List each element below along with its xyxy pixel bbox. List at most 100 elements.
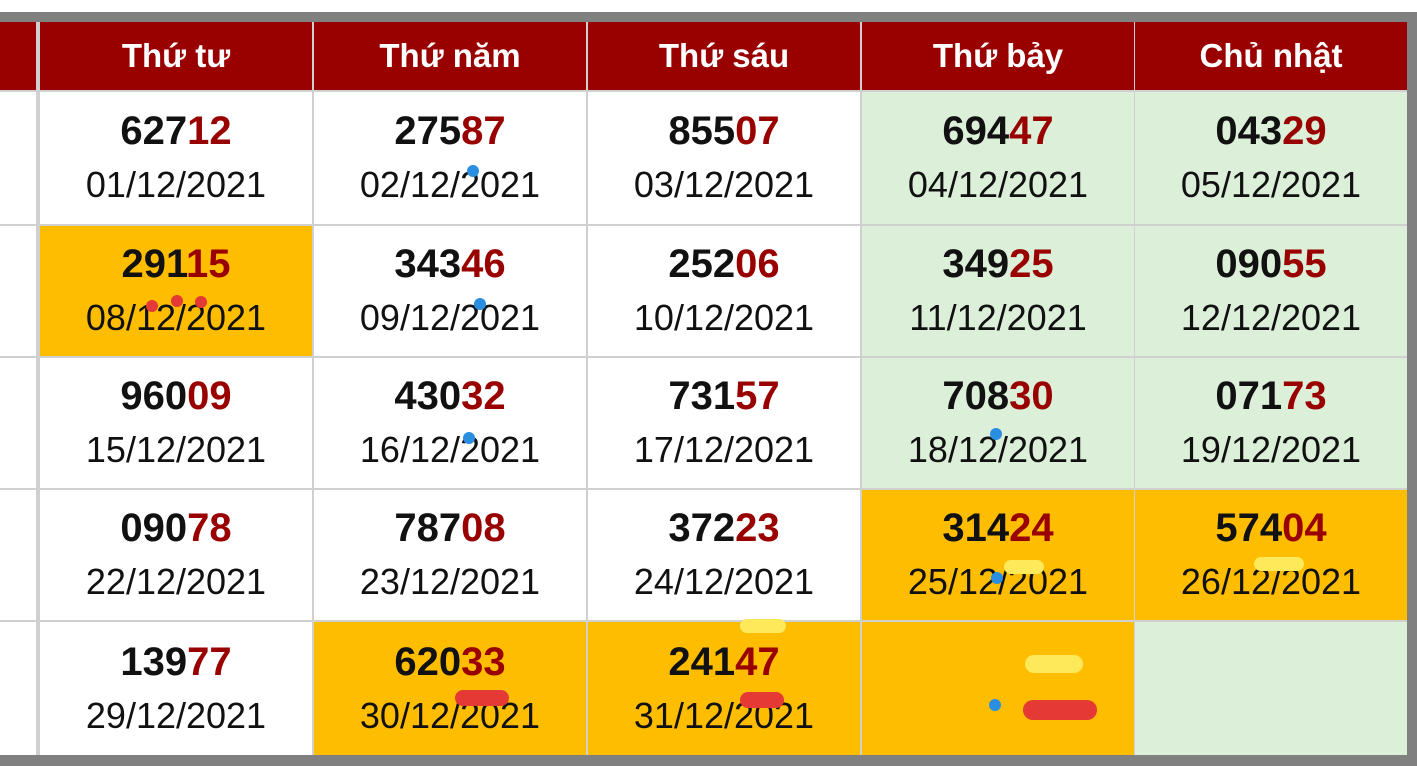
number-tail: 33 xyxy=(461,639,506,684)
header-day: Chủ nhật xyxy=(1135,22,1407,90)
number-head: 343 xyxy=(394,242,462,286)
result-cell: 34925 11/12/2021 xyxy=(862,226,1134,356)
result-cell: 62712 01/12/2021 xyxy=(40,92,312,224)
result-date: 23/12/2021 xyxy=(359,561,541,602)
number-tail: 46 xyxy=(461,242,506,286)
result-number: 57404 xyxy=(1215,504,1326,552)
number-head: 708 xyxy=(942,374,1010,418)
result-number: 78708 xyxy=(394,504,505,552)
result-cell: 25206 10/12/2021 xyxy=(588,226,860,356)
result-number: 62033 xyxy=(394,638,505,686)
number-head: 627 xyxy=(120,109,188,153)
number-head: 620 xyxy=(394,639,462,684)
result-cell: 37223 24/12/2021 xyxy=(588,490,860,620)
number-head: 430 xyxy=(394,374,462,418)
result-number: 96009 xyxy=(120,372,231,420)
result-cell: 34346 09/12/2021 xyxy=(314,226,586,356)
header-day: Thứ bảy xyxy=(862,22,1134,90)
result-number: 29115 xyxy=(121,240,230,288)
cutoff-cell xyxy=(0,226,36,356)
number-tail: 55 xyxy=(1282,242,1327,286)
number-tail: 47 xyxy=(1009,109,1054,153)
number-head: 291 xyxy=(121,242,187,286)
result-cell: 04329 05/12/2021 xyxy=(1135,92,1407,224)
number-tail: 78 xyxy=(187,506,232,550)
number-tail: 15 xyxy=(186,242,231,286)
result-number: 43032 xyxy=(394,372,505,420)
red-dot-mark xyxy=(171,295,183,307)
result-number: 70830 xyxy=(942,372,1053,420)
result-date: 11/12/2021 xyxy=(909,297,1087,338)
number-head: 694 xyxy=(942,109,1010,153)
blue-dot-mark xyxy=(474,298,486,310)
number-head: 241 xyxy=(668,639,736,684)
red-highlight-mark xyxy=(740,692,784,708)
result-date: 04/12/2021 xyxy=(907,164,1089,205)
result-cell: 3142425/12/2021 xyxy=(862,490,1134,620)
number-tail: 04 xyxy=(1282,506,1327,550)
number-tail: 87 xyxy=(461,109,506,153)
result-number: 07173 xyxy=(1215,372,1326,420)
header-day: Thứ tư xyxy=(40,22,312,90)
number-head: 071 xyxy=(1215,374,1283,418)
cutoff-cell xyxy=(0,92,36,224)
result-cell: 29115 08/12/2021 xyxy=(40,226,312,356)
result-number: 62712 xyxy=(120,107,231,155)
result-number: 69447 xyxy=(942,107,1053,155)
number-tail: 32 xyxy=(461,374,506,418)
number-head: 090 xyxy=(120,506,188,550)
result-number: 25206 xyxy=(668,240,779,288)
blue-dot-mark xyxy=(463,432,475,444)
number-tail: 47 xyxy=(735,639,780,684)
number-tail: 30 xyxy=(1009,374,1054,418)
result-date: 12/12/2021 xyxy=(1180,297,1362,338)
number-head: 139 xyxy=(120,639,188,684)
number-tail: 25 xyxy=(1009,242,1054,286)
number-head: 090 xyxy=(1215,242,1283,286)
number-head: 787 xyxy=(394,506,462,550)
blue-dot-mark xyxy=(989,699,1001,711)
result-number: 34925 xyxy=(942,240,1053,288)
result-date: 16/12/2021 xyxy=(359,429,541,470)
number-tail: 24 xyxy=(1009,506,1054,550)
number-tail: 77 xyxy=(187,639,232,684)
result-number: 73157 xyxy=(668,372,779,420)
result-number: 37223 xyxy=(668,504,779,552)
result-date: 29/12/2021 xyxy=(85,694,267,736)
result-date: 05/12/2021 xyxy=(1180,164,1362,205)
blue-dot-mark xyxy=(467,165,479,177)
result-cell: 70830 18/12/2021 xyxy=(862,358,1134,488)
result-number: 09078 xyxy=(120,504,231,552)
blue-dot-mark xyxy=(991,572,1003,584)
result-date: 03/12/2021 xyxy=(633,164,815,205)
result-date: 30/12/2021 xyxy=(359,694,541,736)
result-cell: 07173 19/12/2021 xyxy=(1135,358,1407,488)
result-cell: 13977 29/12/2021 xyxy=(40,622,312,755)
number-tail: 12 xyxy=(187,109,232,153)
yellow-highlight-mark xyxy=(1254,557,1304,571)
result-number: 85507 xyxy=(668,107,779,155)
number-tail: 09 xyxy=(187,374,232,418)
red-highlight-mark xyxy=(1023,700,1097,720)
yellow-highlight-mark xyxy=(1004,560,1044,574)
result-date: 17/12/2021 xyxy=(633,429,815,470)
red-highlight-mark xyxy=(455,690,509,706)
result-cell: 24147 31/12/2021 xyxy=(588,622,860,755)
result-date: 01/12/2021 xyxy=(85,164,267,205)
result-cell: 43032 16/12/2021 xyxy=(314,358,586,488)
number-head: 043 xyxy=(1215,109,1283,153)
number-head: 855 xyxy=(668,109,736,153)
number-tail: 57 xyxy=(735,374,780,418)
result-cell: 27587 02/12/2021 xyxy=(314,92,586,224)
result-date: 24/12/2021 xyxy=(633,561,815,602)
number-head: 314 xyxy=(942,506,1010,550)
number-head: 960 xyxy=(120,374,188,418)
result-date: 09/12/2021 xyxy=(359,297,541,338)
result-date: 19/12/2021 xyxy=(1180,429,1362,470)
number-tail: 73 xyxy=(1282,374,1327,418)
result-number: 27587 xyxy=(394,107,505,155)
result-cell: 73157 17/12/2021 xyxy=(588,358,860,488)
result-cell: 96009 15/12/2021 xyxy=(40,358,312,488)
header-cell-cutoff xyxy=(0,22,36,90)
result-number: 24147 xyxy=(668,638,779,686)
